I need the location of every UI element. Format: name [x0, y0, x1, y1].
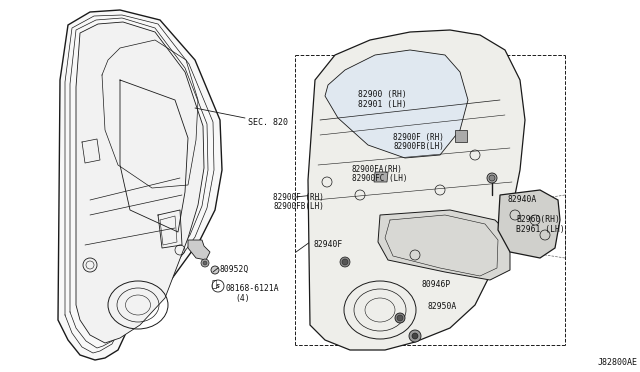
Text: 80952Q: 80952Q [220, 265, 249, 274]
Text: 82950A: 82950A [427, 302, 456, 311]
Text: B2961 (LH): B2961 (LH) [516, 225, 564, 234]
Text: 82900FA(RH): 82900FA(RH) [352, 165, 403, 174]
Polygon shape [374, 172, 388, 182]
Text: J82800AE: J82800AE [598, 358, 638, 367]
Text: 82901 (LH): 82901 (LH) [358, 100, 407, 109]
Circle shape [211, 266, 219, 274]
Text: S: S [216, 283, 220, 289]
Text: 82940A: 82940A [508, 195, 537, 204]
Text: 82900FB(LH): 82900FB(LH) [273, 202, 324, 211]
Circle shape [487, 173, 497, 183]
Text: 80946P: 80946P [422, 280, 451, 289]
Circle shape [489, 175, 495, 181]
Text: 08168-6121A: 08168-6121A [226, 284, 280, 293]
Circle shape [342, 259, 348, 265]
Polygon shape [455, 130, 467, 142]
Circle shape [409, 330, 421, 342]
Text: 82900FB(LH): 82900FB(LH) [393, 142, 444, 151]
Text: 82900FC (LH): 82900FC (LH) [352, 174, 408, 183]
Text: (4): (4) [235, 294, 250, 303]
Circle shape [201, 259, 209, 267]
Polygon shape [325, 50, 468, 158]
Circle shape [397, 315, 403, 321]
Text: Ⓢ: Ⓢ [212, 280, 218, 289]
Circle shape [395, 313, 405, 323]
Text: SEC. 820: SEC. 820 [248, 118, 288, 127]
Polygon shape [498, 190, 560, 258]
Text: 82900F (RH): 82900F (RH) [273, 193, 324, 202]
Text: B2960(RH): B2960(RH) [516, 215, 560, 224]
Polygon shape [188, 240, 210, 260]
Polygon shape [308, 30, 525, 350]
Text: 82940F: 82940F [313, 240, 342, 249]
Circle shape [203, 261, 207, 265]
Polygon shape [378, 210, 510, 280]
Circle shape [412, 333, 418, 339]
Polygon shape [76, 22, 204, 343]
Text: 82900F (RH): 82900F (RH) [393, 133, 444, 142]
Circle shape [340, 257, 350, 267]
Polygon shape [58, 10, 222, 360]
Text: 82900 (RH): 82900 (RH) [358, 90, 407, 99]
